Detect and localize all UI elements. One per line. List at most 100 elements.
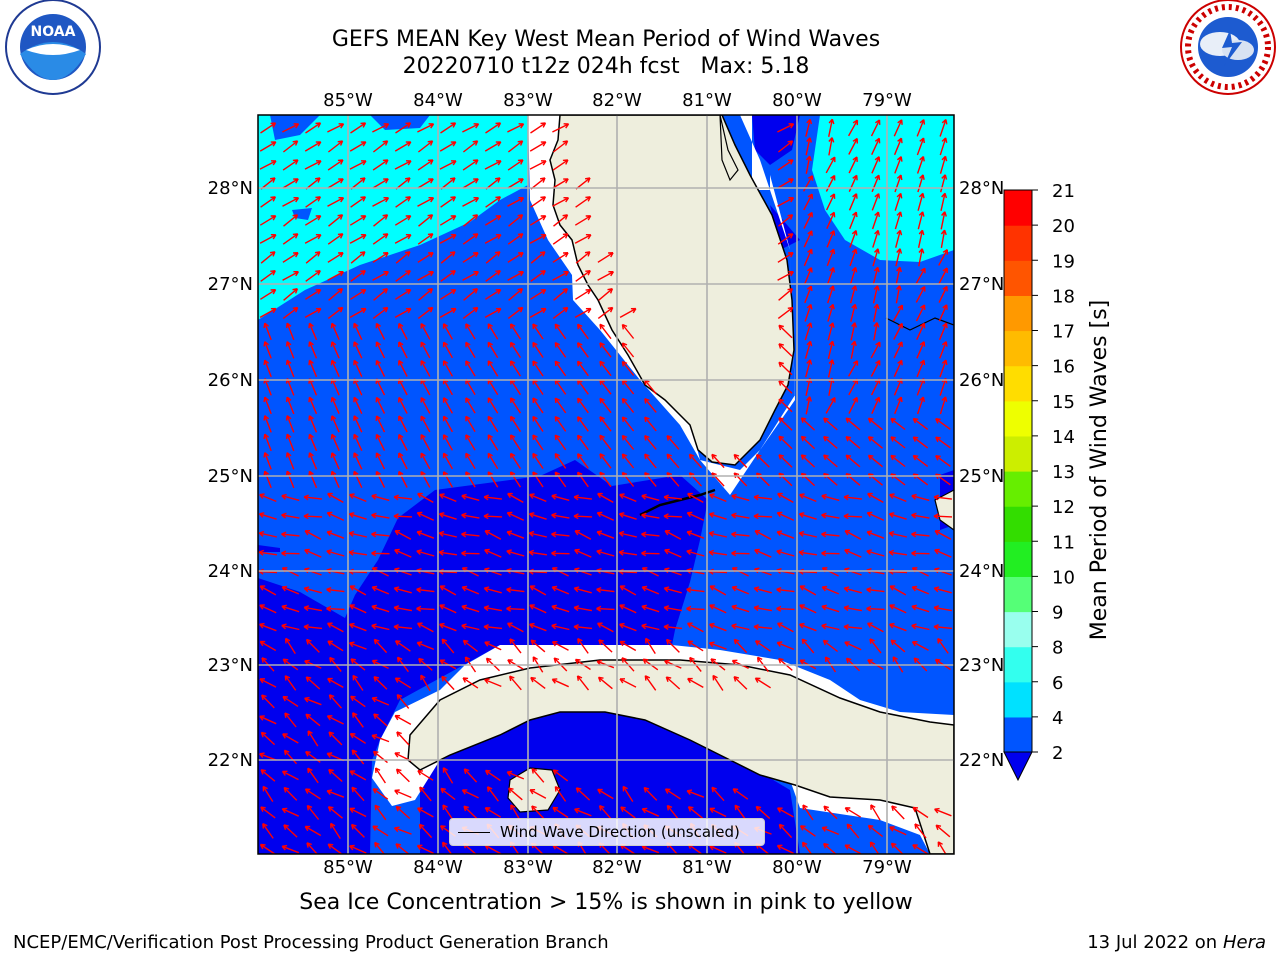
colorbar-segment <box>1004 365 1032 402</box>
wave-direction-arrow <box>619 493 637 503</box>
wave-direction-arrow <box>597 788 614 800</box>
wave-direction-arrow <box>260 270 276 282</box>
wave-direction-arrow <box>461 531 480 538</box>
lat-labels-left: 28°N 27°N 26°N 25°N 24°N 23°N 22°N <box>208 178 253 771</box>
wave-direction-arrow <box>665 638 680 653</box>
wave-direction-arrow <box>621 416 635 432</box>
wave-direction-arrow <box>398 433 408 451</box>
wave-direction-arrow <box>484 530 502 540</box>
wave-direction-arrow <box>260 289 277 300</box>
wave-direction-arrow <box>532 452 544 469</box>
wave-direction-arrow <box>348 530 367 538</box>
wave-direction-arrow <box>805 396 812 415</box>
wave-direction-arrow <box>848 156 858 174</box>
wave-direction-arrow <box>914 823 927 839</box>
chart-title: GEFS MEAN Key West Mean Period of Wind W… <box>331 27 881 52</box>
wave-direction-arrow <box>596 605 615 612</box>
wave-direction-arrow <box>326 605 345 612</box>
lat-label: 28°N <box>208 178 253 199</box>
wave-direction-arrow <box>308 396 318 415</box>
wave-direction-arrow <box>417 770 434 781</box>
lon-label: 85°W <box>323 857 373 878</box>
colorbar-segment <box>1004 295 1032 332</box>
wave-direction-arrow <box>439 141 457 152</box>
wave-direction-arrow <box>551 641 569 651</box>
wave-direction-arrow <box>350 196 367 208</box>
wave-direction-arrow <box>372 306 389 319</box>
wave-direction-arrow <box>551 531 570 538</box>
wave-direction-arrow <box>507 306 524 319</box>
wave-direction-arrow <box>353 322 363 340</box>
wave-direction-arrow <box>395 270 411 282</box>
wave-direction-arrow <box>641 512 660 519</box>
wave-direction-arrow <box>281 604 300 613</box>
wave-direction-arrow <box>777 159 794 171</box>
wave-direction-arrow <box>375 359 386 377</box>
wave-direction-arrow <box>708 549 728 556</box>
wave-direction-arrow <box>888 549 908 556</box>
wave-direction-arrow <box>465 360 476 377</box>
wave-direction-arrow <box>282 178 299 189</box>
wave-direction-arrow <box>372 197 390 207</box>
wave-direction-arrow <box>328 731 343 746</box>
wave-direction-arrow <box>688 453 703 469</box>
wave-direction-arrow <box>483 586 502 594</box>
wave-direction-arrow <box>755 805 771 820</box>
wave-direction-arrow <box>888 530 907 538</box>
wave-direction-arrow <box>281 585 300 595</box>
lat-label: 27°N <box>959 274 1004 295</box>
wave-direction-arrow <box>393 513 413 520</box>
wave-direction-arrow <box>847 119 859 137</box>
wave-direction-arrow <box>754 677 771 689</box>
wave-direction-arrow <box>918 248 925 267</box>
colorbar-tick-label: 18 <box>1052 286 1075 307</box>
chart-subtitle: 20220710 t12z 024h fcst Max: 5.18 <box>402 54 810 79</box>
colorbar-segment <box>1004 681 1032 718</box>
wave-direction-arrow <box>465 452 476 470</box>
wave-direction-arrow <box>620 806 636 819</box>
wave-direction-arrow <box>263 470 272 489</box>
wave-direction-arrow <box>938 285 948 303</box>
wave-direction-arrow <box>849 266 858 285</box>
wave-direction-arrow <box>801 638 815 654</box>
wave-direction-arrow <box>641 493 660 501</box>
wave-direction-arrow <box>575 196 592 208</box>
wave-direction-arrow <box>262 822 274 839</box>
wave-direction-arrow <box>442 452 454 470</box>
wave-direction-arrow <box>823 435 838 449</box>
wave-direction-arrow <box>417 140 434 153</box>
wave-direction-arrow <box>828 137 835 156</box>
wave-direction-arrow <box>890 639 906 653</box>
wave-direction-arrow <box>916 322 926 340</box>
wave-direction-arrow <box>776 844 794 854</box>
wave-direction-arrow <box>529 622 547 632</box>
wave-direction-arrow <box>373 288 389 301</box>
wave-direction-arrow <box>574 807 592 817</box>
wave-direction-arrow <box>441 841 453 854</box>
wave-direction-arrow <box>554 452 567 469</box>
wave-direction-arrow <box>438 549 458 556</box>
wave-direction-arrow <box>846 823 860 839</box>
wave-direction-arrow <box>619 585 637 596</box>
wave-direction-arrow <box>934 548 952 558</box>
wave-direction-arrow <box>508 288 524 301</box>
colorbar-tick-label: 21 <box>1052 181 1075 202</box>
noaa-logo: NOAA <box>5 0 101 95</box>
wave-direction-arrow <box>532 397 544 414</box>
wave-direction-arrow <box>844 530 862 540</box>
wave-direction-arrow <box>259 640 277 652</box>
wave-direction-arrow <box>395 843 410 854</box>
wave-direction-arrow <box>282 733 299 744</box>
wave-direction-arrow <box>394 160 412 170</box>
wave-direction-arrow <box>552 159 569 171</box>
wave-direction-arrow <box>574 548 592 558</box>
wave-direction-arrow <box>462 197 480 207</box>
wave-direction-arrow <box>485 289 502 300</box>
footer-machine: Hera <box>1222 932 1266 953</box>
wave-direction-arrow <box>465 341 476 359</box>
wave-direction-arrow <box>442 767 454 784</box>
colorbar-segment <box>1004 541 1032 577</box>
wave-direction-arrow <box>304 788 321 800</box>
wave-direction-arrow <box>508 787 523 801</box>
wave-direction-arrow <box>260 769 276 782</box>
